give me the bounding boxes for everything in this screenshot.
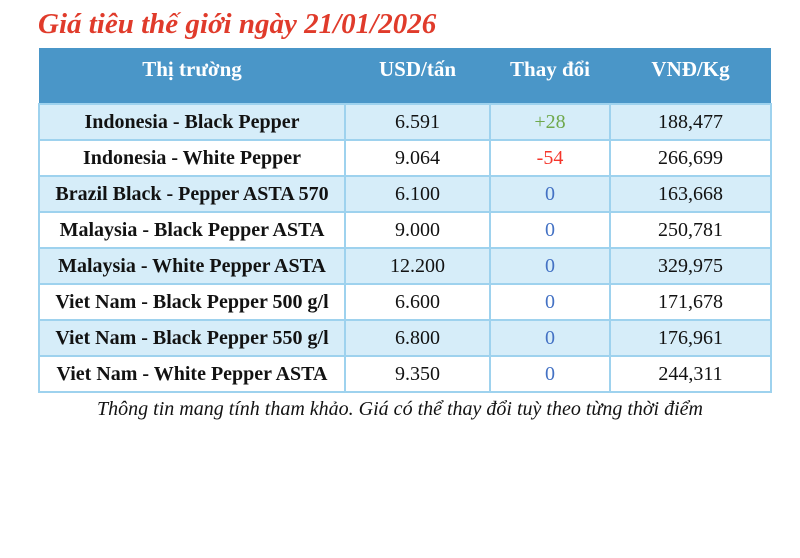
vnd-price: 188,477 [609, 102, 772, 141]
table-row: Malaysia - White Pepper ASTA 12.200 0 32… [38, 246, 772, 285]
market-name: Viet Nam - White Pepper ASTA [38, 354, 346, 393]
column-header-vnd: VNĐ/Kg [610, 47, 771, 104]
column-header-market: Thị trường [39, 47, 345, 104]
market-name: Malaysia - Black Pepper ASTA [38, 210, 346, 249]
change-value: 0 [489, 210, 611, 249]
page-title: Giá tiêu thế giới ngày 21/01/2026 [38, 8, 437, 40]
change-value: -54 [489, 138, 611, 177]
change-value: 0 [489, 282, 611, 321]
usd-price: 9.350 [344, 354, 491, 393]
usd-price: 6.100 [344, 174, 491, 213]
disclaimer-note: Thông tin mang tính tham khảo. Giá có th… [97, 397, 703, 420]
vnd-price: 329,975 [609, 246, 772, 285]
vnd-price: 266,699 [609, 138, 772, 177]
table-row: Indonesia - Black Pepper 6.591 +28 188,4… [38, 102, 772, 141]
change-value: 0 [489, 246, 611, 285]
market-name: Indonesia - White Pepper [38, 138, 346, 177]
usd-price: 6.600 [344, 282, 491, 321]
table-row: Viet Nam - Black Pepper 500 g/l 6.600 0 … [38, 282, 772, 321]
table-row: Malaysia - Black Pepper ASTA 9.000 0 250… [38, 210, 772, 249]
market-name: Malaysia - White Pepper ASTA [38, 246, 346, 285]
vnd-price: 171,678 [609, 282, 772, 321]
vnd-price: 163,668 [609, 174, 772, 213]
pepper-price-page: Giá tiêu thế giới ngày 21/01/2026 Thị tr… [0, 7, 800, 558]
column-header-change: Thay đổi [490, 47, 610, 104]
market-name: Viet Nam - Black Pepper 550 g/l [38, 318, 346, 357]
change-value: +28 [489, 102, 611, 141]
vnd-price: 176,961 [609, 318, 772, 357]
usd-price: 6.591 [344, 102, 491, 141]
usd-price: 9.000 [344, 210, 491, 249]
change-value: 0 [489, 174, 611, 213]
vnd-price: 250,781 [609, 210, 772, 249]
column-header-usd: USD/tấn [345, 47, 490, 104]
usd-price: 6.800 [344, 318, 491, 357]
change-value: 0 [489, 354, 611, 393]
market-name: Brazil Black - Pepper ASTA 570 [38, 174, 346, 213]
table-row: Indonesia - White Pepper 9.064 -54 266,6… [38, 138, 772, 177]
table-row: Viet Nam - White Pepper ASTA 9.350 0 244… [38, 354, 772, 393]
market-name: Indonesia - Black Pepper [38, 102, 346, 141]
usd-price: 12.200 [344, 246, 491, 285]
table-row: Brazil Black - Pepper ASTA 570 6.100 0 1… [38, 174, 772, 213]
table-row: Viet Nam - Black Pepper 550 g/l 6.800 0 … [38, 318, 772, 357]
market-name: Viet Nam - Black Pepper 500 g/l [38, 282, 346, 321]
change-value: 0 [489, 318, 611, 357]
vnd-price: 244,311 [609, 354, 772, 393]
usd-price: 9.064 [344, 138, 491, 177]
table-header-row: Thị trường USD/tấn Thay đổi VNĐ/Kg [39, 47, 771, 104]
pepper-price-table: Thị trường USD/tấn Thay đổi VNĐ/Kg Indon… [38, 47, 772, 393]
